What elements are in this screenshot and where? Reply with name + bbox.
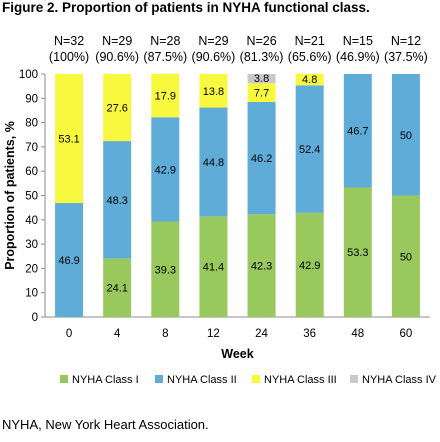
- bar-segment-nyha-class-ii: [391, 74, 420, 196]
- bar-segment-nyha-class-i: [199, 216, 228, 317]
- bar-segment-nyha-class-ii: [103, 141, 132, 259]
- x-tick-label: 36: [303, 328, 316, 340]
- data-label: 46.9: [58, 255, 79, 267]
- n-label: N=15: [343, 34, 373, 48]
- y-tick-label: 70: [25, 142, 38, 154]
- y-tick-label: 60: [25, 166, 38, 178]
- data-label: 13.8: [203, 86, 224, 98]
- n-label: N=28: [150, 34, 180, 48]
- percent-label: (87.5%): [143, 50, 187, 64]
- percent-label: (100%): [49, 50, 89, 64]
- bar-segment-nyha-class-iii: [103, 74, 132, 142]
- legend-swatch: [252, 375, 260, 383]
- percent-label: (90.6%): [192, 50, 236, 64]
- y-tick-label: 90: [25, 93, 38, 105]
- data-label: 50: [400, 251, 412, 263]
- bar-segment-nyha-class-i: [247, 214, 276, 317]
- legend-label: NYHA Class III: [264, 374, 337, 386]
- data-label: 42.3: [251, 261, 272, 273]
- data-label: 4.8: [302, 74, 317, 86]
- data-label: 24.1: [106, 283, 127, 295]
- y-tick-label: 30: [25, 239, 38, 251]
- x-axis-title: Week: [221, 347, 253, 361]
- x-tick-label: 0: [66, 328, 72, 340]
- data-label: 41.4: [203, 262, 224, 274]
- data-label: 42.9: [155, 164, 176, 176]
- percent-label: (46.9%): [336, 50, 380, 64]
- data-label: 46.2: [251, 153, 272, 165]
- bar-segment-nyha-class-i: [295, 212, 324, 317]
- data-label: 27.6: [106, 103, 127, 115]
- data-label: 46.7: [347, 126, 368, 138]
- data-label: 7.7: [254, 88, 269, 100]
- data-label: 17.9: [155, 91, 176, 103]
- bar-segment-nyha-class-i: [103, 258, 132, 317]
- footnote: NYHA, New York Heart Association.: [2, 417, 209, 432]
- legend-label: NYHA Class I: [72, 374, 139, 386]
- legend-swatch: [155, 375, 163, 383]
- data-label: 48.3: [106, 195, 127, 207]
- data-label: 53.3: [347, 247, 368, 259]
- n-label: N=32: [54, 34, 84, 48]
- bar-segment-nyha-class-iii: [151, 73, 180, 118]
- x-tick-label: 48: [351, 328, 364, 340]
- figure-title: Figure 2. Proportion of patients in NYHA…: [2, 0, 370, 15]
- n-label: N=29: [198, 34, 228, 48]
- data-label: 53.1: [58, 134, 79, 146]
- data-label: 39.3: [155, 264, 176, 276]
- y-tick-label: 0: [32, 312, 38, 324]
- bar-segment-nyha-class-ii: [151, 117, 180, 222]
- percent-label: (65.6%): [288, 50, 332, 64]
- y-tick-label: 50: [25, 191, 38, 203]
- bar-segment-nyha-class-iii: [295, 73, 324, 86]
- x-tick-label: 24: [255, 328, 268, 340]
- bar-segment-nyha-class-iii: [247, 83, 276, 102]
- legend-label: NYHA Class IV: [362, 374, 437, 386]
- y-tick-label: 20: [25, 263, 38, 275]
- data-label: 52.4: [299, 144, 320, 156]
- bar-segment-nyha-class-ii: [199, 107, 228, 217]
- y-tick-label: 10: [25, 288, 38, 300]
- y-tick-label: 80: [25, 118, 38, 130]
- data-label: 3.8: [254, 73, 269, 85]
- percent-label: (37.5%): [384, 50, 428, 64]
- bar-segment-nyha-class-ii: [247, 101, 276, 215]
- percent-label: (81.3%): [240, 50, 284, 64]
- bar-segment-nyha-class-i: [343, 187, 372, 317]
- data-label: 42.9: [299, 260, 320, 272]
- data-label: 50: [400, 130, 412, 142]
- data-label: 44.8: [203, 157, 224, 169]
- bar-segment-nyha-class-i: [391, 195, 420, 317]
- bar-segment-nyha-class-iv: [247, 74, 276, 84]
- bar-segment-nyha-class-iii: [199, 74, 228, 108]
- bar-segment-nyha-class-ii: [55, 203, 84, 317]
- n-label: N=12: [391, 34, 421, 48]
- bar-segment-nyha-class-ii: [343, 74, 372, 188]
- n-label: N=29: [102, 34, 132, 48]
- x-tick-label: 12: [207, 328, 220, 340]
- y-tick-label: 40: [25, 215, 38, 227]
- percent-label: (90.6%): [95, 50, 139, 64]
- x-tick-label: 4: [114, 328, 121, 340]
- legend-label: NYHA Class II: [167, 374, 237, 386]
- bar-segment-nyha-class-iii: [55, 74, 84, 204]
- y-tick-label: 100: [19, 69, 38, 81]
- legend-swatch: [350, 375, 358, 383]
- y-axis-title: Proportion of patients, %: [3, 121, 17, 270]
- n-label: N=26: [246, 34, 276, 48]
- bar-segment-nyha-class-ii: [295, 85, 324, 213]
- legend-swatch: [60, 375, 68, 383]
- n-label: N=21: [295, 34, 325, 48]
- x-tick-label: 60: [400, 328, 413, 340]
- x-tick-label: 8: [162, 328, 168, 340]
- bar-segment-nyha-class-i: [151, 221, 180, 317]
